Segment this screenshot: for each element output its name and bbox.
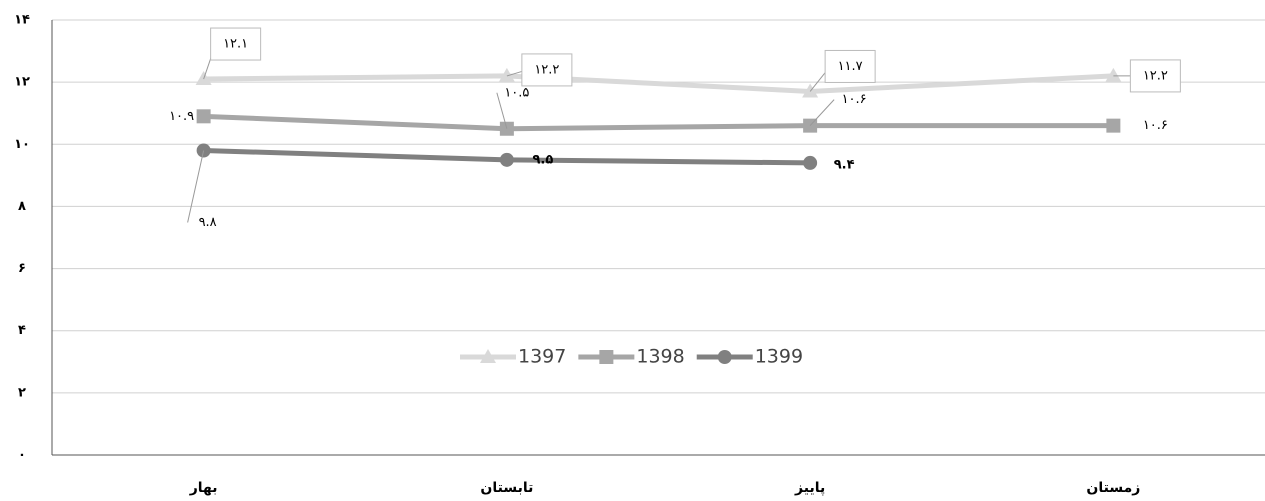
y-tick-label: ۴	[18, 323, 26, 338]
data-label: ۹.۸	[199, 215, 217, 230]
x-tick-label: زمستان	[1086, 480, 1140, 496]
data-label: ۱۰.۶	[1143, 118, 1168, 133]
y-tick-label: ۱۲	[14, 75, 30, 90]
data-label: ۹.۴	[834, 157, 855, 172]
data-point	[1106, 118, 1121, 133]
x-tick-label: پاییز	[794, 480, 825, 496]
legend-marker	[599, 350, 614, 364]
label-box	[1129, 59, 1181, 93]
legend-label: 1399	[755, 346, 803, 368]
series-line	[203, 73, 1114, 94]
label-box	[824, 49, 876, 83]
data-label: ۱۲.۲	[1143, 68, 1168, 83]
legend-label: 1398	[636, 346, 684, 368]
label-box	[521, 53, 573, 87]
label-box	[210, 27, 262, 61]
data-label: ۱۰.۹	[169, 109, 194, 124]
y-tick-label: ۰	[18, 448, 26, 463]
y-tick-label: ۱۴	[14, 13, 30, 28]
leader-line	[496, 92, 508, 129]
data-label: ۱۲.۲	[534, 62, 559, 77]
leader-line	[809, 99, 835, 126]
data-point	[498, 67, 515, 82]
legend-marker	[717, 350, 732, 364]
data-point	[802, 83, 819, 98]
data-point	[803, 155, 818, 170]
series-line	[203, 113, 1114, 132]
data-point	[196, 109, 211, 124]
y-tick-label: ۱۰	[14, 137, 30, 152]
data-label: ۱۱.۷	[838, 59, 863, 74]
y-tick-label: ۲	[18, 385, 26, 400]
data-label: ۱۰.۵	[504, 85, 529, 100]
x-tick-label: بهار	[189, 480, 218, 496]
data-point	[1105, 67, 1122, 82]
legend-label: 1397	[518, 346, 566, 368]
data-label: ۹.۵	[532, 152, 553, 167]
x-tick-label: تابستان	[480, 480, 533, 496]
legend-marker	[480, 349, 496, 363]
y-tick-label: ۸	[18, 199, 26, 214]
data-label: ۱۲.۱	[223, 37, 248, 52]
y-tick-label: ۶	[18, 261, 26, 276]
leader-line	[187, 150, 205, 223]
data-point	[499, 152, 514, 167]
data-label: ۱۰.۶	[842, 92, 867, 107]
